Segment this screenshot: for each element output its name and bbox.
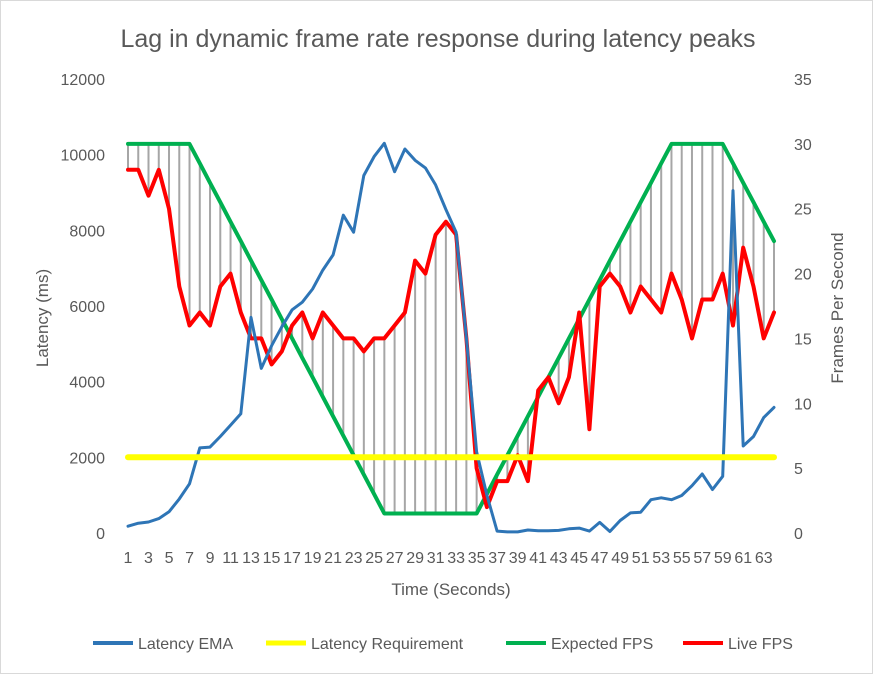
- y-tick-label: 8000: [69, 223, 105, 240]
- series-line-latency-ema: [126, 141, 776, 534]
- legend-label-latency-ema: Latency EMA: [138, 636, 233, 653]
- y-tick-label: 12000: [61, 72, 106, 89]
- x-tick-label: 17: [283, 550, 301, 567]
- series-line-expected-fps: [126, 141, 776, 516]
- legend-label-latency-requirement: Latency Requirement: [311, 636, 464, 653]
- y-tick-label: 6000: [69, 299, 105, 316]
- x-tick-label: 39: [509, 550, 527, 567]
- y2-tick-label: 25: [794, 202, 812, 219]
- x-tick-label: 53: [652, 550, 670, 567]
- x-tick-label: 51: [632, 550, 650, 567]
- y2-tick-label: 15: [794, 331, 812, 348]
- y2-tick-label: 35: [794, 72, 812, 89]
- x-tick-label: 25: [365, 550, 383, 567]
- series-lines: [125, 141, 777, 534]
- y2-axis-ticks: 0 5 10 15 20 25 30 35: [794, 72, 812, 543]
- x-tick-label: 27: [386, 550, 404, 567]
- x-tick-label: 63: [755, 550, 773, 567]
- y2-tick-label: 10: [794, 396, 812, 413]
- x-tick-label: 59: [714, 550, 732, 567]
- y-tick-label: 4000: [69, 375, 105, 392]
- x-tick-label: 23: [345, 550, 363, 567]
- x-tick-label: 3: [144, 550, 153, 567]
- x-tick-label: 5: [165, 550, 174, 567]
- x-tick-label: 61: [734, 550, 752, 567]
- x-tick-label: 57: [693, 550, 711, 567]
- x-tick-label: 13: [242, 550, 260, 567]
- x-tick-label: 47: [591, 550, 609, 567]
- y-tick-label: 10000: [61, 148, 106, 165]
- y2-axis-label: Frames Per Second: [828, 232, 847, 383]
- x-tick-label: 49: [611, 550, 629, 567]
- x-tick-label: 21: [324, 550, 342, 567]
- legend-label-live-fps: Live FPS: [728, 636, 793, 653]
- legend: Latency EMA Latency Requirement Expected F…: [93, 636, 793, 653]
- x-axis-label: Time (Seconds): [391, 580, 510, 599]
- x-tick-label: 45: [570, 550, 588, 567]
- y-axis-label: Latency (ms): [33, 269, 52, 367]
- x-tick-label: 15: [263, 550, 281, 567]
- x-tick-label: 1: [124, 550, 133, 567]
- x-tick-label: 9: [206, 550, 215, 567]
- x-tick-label: 29: [406, 550, 424, 567]
- y2-tick-label: 20: [794, 267, 812, 284]
- legend-label-expected-fps: Expected FPS: [551, 636, 653, 653]
- y2-tick-label: 5: [794, 461, 803, 478]
- x-tick-label: 43: [550, 550, 568, 567]
- x-tick-label: 31: [427, 550, 445, 567]
- x-tick-label: 35: [468, 550, 486, 567]
- y-axis-ticks: 0 2000 4000 6000 8000 10000 12000: [61, 72, 106, 543]
- x-tick-label: 11: [222, 550, 239, 567]
- x-tick-label: 37: [488, 550, 506, 567]
- x-tick-label: 55: [673, 550, 691, 567]
- y-tick-label: 0: [96, 526, 105, 543]
- drop-lines: [127, 143, 775, 514]
- x-tick-label: 7: [185, 550, 194, 567]
- x-tick-label: 19: [304, 550, 322, 567]
- x-tick-label: 41: [529, 550, 547, 567]
- y-tick-label: 2000: [69, 450, 105, 467]
- y2-tick-label: 30: [794, 137, 812, 154]
- y2-tick-label: 0: [794, 526, 803, 543]
- x-axis-ticks: 1 3 5 7 9 11 13 15 17 19 21 23 25 27 29 31 33 35 37 39 41 43 4…: [124, 550, 773, 567]
- x-tick-label: 33: [447, 550, 465, 567]
- chart-title: Lag in dynamic frame rate response durin…: [120, 25, 755, 53]
- series-line-live-fps: [126, 167, 776, 510]
